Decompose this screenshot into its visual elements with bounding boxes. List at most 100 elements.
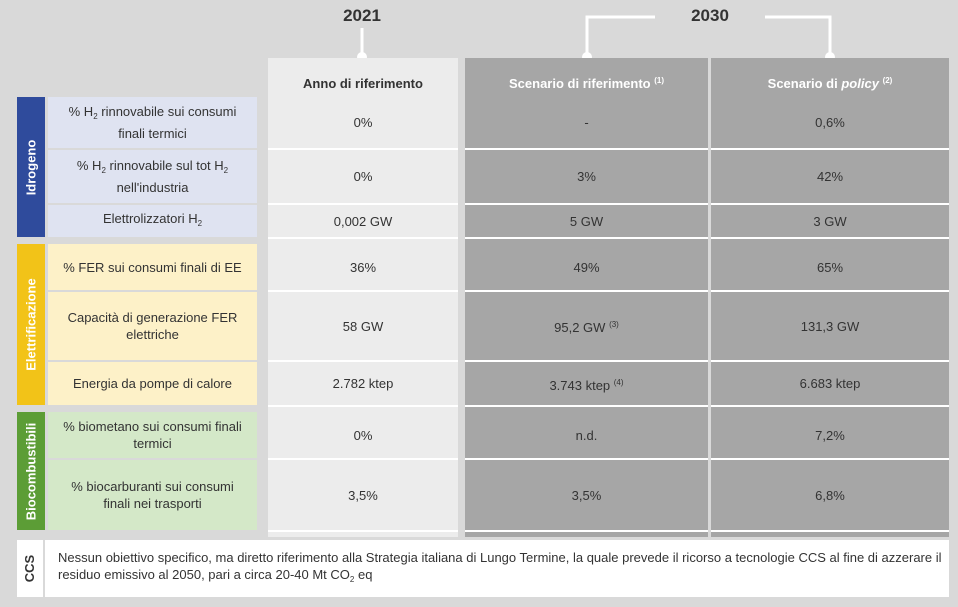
text-run: 6.683 ktep	[799, 376, 861, 391]
year-label: 2030	[660, 4, 760, 28]
row-separator	[711, 203, 949, 205]
text-run: 42%	[816, 169, 844, 184]
value-cell: 0,002 GW	[268, 205, 458, 237]
bracket-line	[765, 15, 832, 56]
row-label: % FER sui consumi finali di EE	[48, 244, 257, 290]
row-separator	[711, 290, 949, 292]
value-cell: 3.743 ktep (4)	[465, 362, 708, 405]
text: Capacità di generazione FER elettriche	[58, 309, 247, 343]
text-run: 36%	[349, 259, 377, 275]
bracket-line	[585, 15, 655, 56]
text-run: 0,002 GW	[333, 213, 393, 229]
ccs-label: CCS	[17, 540, 45, 597]
subscript: 2	[223, 166, 229, 175]
row-separator	[268, 458, 458, 460]
text-run: 0%	[353, 427, 373, 443]
text: -	[584, 114, 588, 131]
row-label: % H2 rinnovabile sui consumi finali term…	[48, 97, 257, 148]
row-separator	[268, 290, 458, 292]
row-separator	[465, 203, 708, 205]
text: 3.743 ktep (4)	[549, 374, 623, 394]
text: 95,2 GW (3)	[554, 316, 619, 336]
subscript: 2	[197, 219, 203, 228]
text-run: 0%	[353, 115, 373, 130]
row-separator	[465, 405, 708, 407]
text: % FER sui consumi finali di EE	[63, 259, 241, 276]
note-mark: (2)	[882, 75, 893, 85]
value-cell: 65%	[711, 244, 949, 290]
text-run: 58 GW	[342, 318, 384, 334]
row-separator	[711, 360, 949, 362]
text: 131,3 GW	[801, 318, 860, 335]
text-run: Nessun obiettivo specifico, ma diretto r…	[58, 550, 942, 582]
group-label: Biocombustibili	[17, 412, 45, 530]
row-separator	[711, 148, 949, 150]
text-run: 2030	[691, 6, 729, 25]
text-run: 6,8%	[815, 487, 845, 503]
text: Energia da pompe di calore	[73, 375, 232, 392]
text: 36%	[350, 259, 376, 276]
value-cell: 58 GW	[268, 292, 458, 360]
text-run: 2021	[343, 6, 381, 25]
text: 6,8%	[815, 487, 845, 504]
text-run: nell'industria	[116, 180, 189, 195]
value-cell: 2.782 ktep	[268, 362, 458, 405]
row-separator	[268, 203, 458, 205]
row-separator	[711, 237, 949, 239]
group-name: Idrogeno	[23, 139, 39, 195]
text-run: 3,5%	[348, 487, 378, 503]
column-bg	[711, 58, 949, 537]
subscript: 2	[101, 166, 106, 175]
text-run: % biocarburanti sui consumi finali nei t…	[71, 479, 234, 511]
text: 3,5%	[572, 487, 602, 504]
text-run: 0%	[353, 169, 373, 184]
group-label: Elettrificazione	[17, 244, 45, 405]
text: 2030	[691, 6, 729, 26]
row-separator	[465, 148, 708, 150]
value-cell: 6,8%	[711, 460, 949, 530]
text-run: 2.782 ktep	[332, 376, 394, 391]
ccs-name: CCS	[22, 554, 38, 583]
text-run: Scenario di riferimento	[509, 75, 655, 91]
value-cell: -	[465, 97, 708, 148]
column-bg	[268, 58, 458, 537]
row-separator	[465, 360, 708, 362]
text-run: 3.743 ktep	[549, 377, 614, 393]
group-label: Idrogeno	[17, 97, 45, 237]
row-separator	[465, 237, 708, 239]
group-name: Elettrificazione	[23, 278, 39, 371]
note-mark: (3)	[609, 320, 619, 329]
value-cell: 3 GW	[711, 205, 949, 237]
text: 0,002 GW	[334, 213, 393, 230]
ccs-text: Nessun obiettivo specifico, ma diretto r…	[58, 540, 943, 597]
value-cell: 5 GW	[465, 205, 708, 237]
value-cell: 0,6%	[711, 97, 949, 148]
value-cell: 0%	[268, 150, 458, 203]
row-label: % biocarburanti sui consumi finali nei t…	[48, 460, 257, 530]
text: Elettrolizzatori H2	[103, 210, 202, 232]
note-mark: (4)	[613, 377, 624, 387]
row-separator	[268, 237, 458, 239]
text: 0%	[354, 427, 373, 444]
text: n.d.	[576, 427, 598, 444]
row-separator	[268, 405, 458, 407]
text: 58 GW	[343, 318, 383, 335]
year-label: 2021	[312, 4, 412, 28]
text-run: % H	[76, 158, 102, 173]
text: 6.683 ktep	[800, 375, 861, 392]
row-label: Elettrolizzatori H2	[48, 205, 257, 237]
row-separator	[711, 458, 949, 460]
text-run: 3,5%	[571, 487, 602, 503]
text-run: n.d.	[575, 427, 598, 443]
text: 49%	[573, 259, 599, 276]
text: Scenario di policy (2)	[768, 76, 893, 91]
text-run: 95,2 GW	[554, 320, 610, 335]
row-label: % biometano sui consumi finali termici	[48, 412, 257, 458]
text: 2.782 ktep	[333, 375, 394, 392]
note-mark: (1)	[654, 75, 664, 85]
text: % biometano sui consumi finali termici	[58, 418, 247, 452]
text-run: -	[584, 115, 589, 130]
text-run: 3 GW	[813, 213, 847, 229]
text-run: eq	[354, 567, 373, 582]
